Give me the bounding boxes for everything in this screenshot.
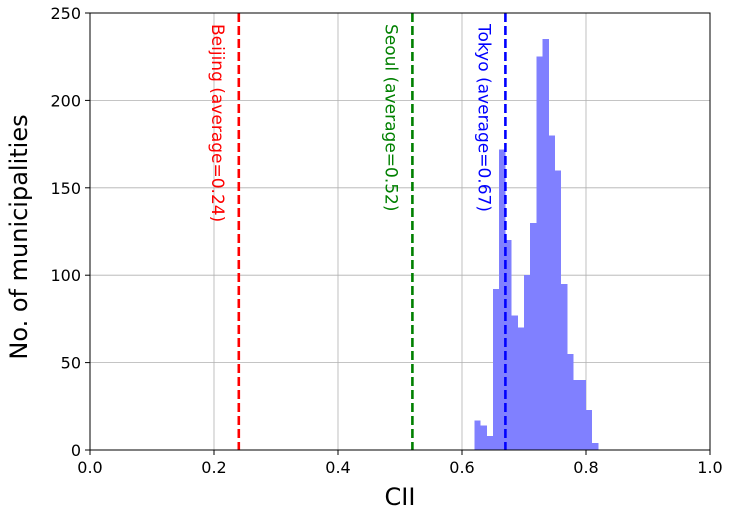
- x-tick-label: 0.6: [449, 458, 474, 477]
- histogram-bar: [493, 289, 500, 450]
- x-axis-label: CII: [385, 483, 416, 511]
- histogram-bar: [486, 436, 493, 450]
- histogram-bar: [505, 240, 512, 450]
- y-tick-label: 150: [50, 179, 81, 198]
- histogram-bar: [555, 170, 562, 450]
- x-tick-label: 0.8: [573, 458, 598, 477]
- y-tick-label: 200: [50, 91, 81, 110]
- histogram-bar: [567, 353, 574, 450]
- histogram-bar: [536, 56, 543, 450]
- histogram-bar: [573, 380, 580, 450]
- x-tick-label: 0.2: [201, 458, 226, 477]
- histogram-bar: [499, 149, 506, 450]
- histogram-bar: [579, 380, 586, 450]
- plot-frame: [89, 12, 711, 451]
- histogram-bar: [586, 409, 593, 450]
- y-tick-label: 50: [61, 354, 81, 373]
- histogram-bar: [548, 135, 555, 451]
- reference-line-label: Seoul (average=0.52): [380, 24, 400, 212]
- histogram-bar: [530, 222, 537, 450]
- histogram-bar: [480, 425, 487, 450]
- x-tick-label: 0.4: [325, 458, 350, 477]
- histogram-bar: [561, 283, 568, 450]
- y-tick-label: 0: [71, 441, 81, 460]
- reference-lines: Beijing (average=0.24) Seoul (average=0.5…: [207, 13, 507, 450]
- reference-line-label: Beijing (average=0.24): [207, 24, 227, 222]
- histogram-bar: [592, 443, 599, 450]
- reference-line-label: Tokyo (average=0.67): [473, 23, 493, 212]
- y-tick-label: 250: [50, 4, 81, 23]
- axis-ticks: 0.0 0.2 0.4 0.6 0.8 1.0 0 50 100 150 200 250: [50, 4, 722, 477]
- histogram-bar: [542, 39, 549, 450]
- y-tick-label: 100: [50, 266, 81, 285]
- y-axis-label: No. of municipalities: [5, 114, 33, 359]
- x-tick-label: 1.0: [697, 458, 722, 477]
- histogram-bar: [474, 420, 481, 450]
- histogram-bar: [524, 275, 531, 450]
- x-tick-label: 0.0: [77, 458, 102, 477]
- histogram-bar: [517, 327, 524, 450]
- histogram-bars: [474, 39, 599, 451]
- histogram-bar: [511, 315, 518, 450]
